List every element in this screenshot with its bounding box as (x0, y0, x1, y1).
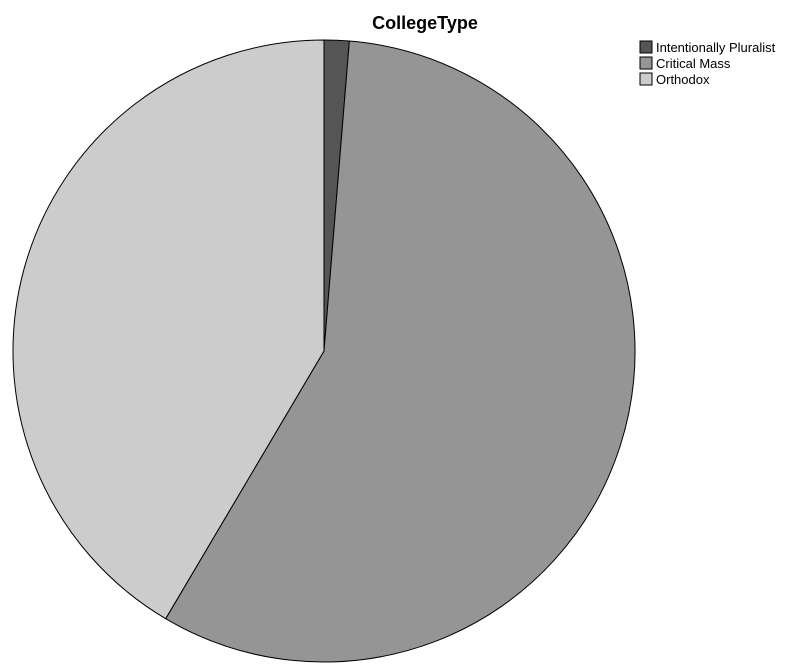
legend-label-critical-mass: Critical Mass (656, 56, 731, 71)
chart-title: CollegeType (372, 13, 478, 33)
pie-slice-critical-mass (165, 40, 636, 663)
legend-swatch-intentionally-pluralist (639, 40, 653, 54)
pie-slice-orthodox (12, 39, 325, 620)
legend-label-orthodox: Orthodox (656, 72, 710, 87)
legend-swatch-critical-mass (639, 56, 653, 70)
legend-label-intentionally-pluralist: Intentionally Pluralist (656, 40, 776, 55)
legend-swatch-orthodox (639, 72, 653, 86)
pie-slices (12, 39, 636, 663)
